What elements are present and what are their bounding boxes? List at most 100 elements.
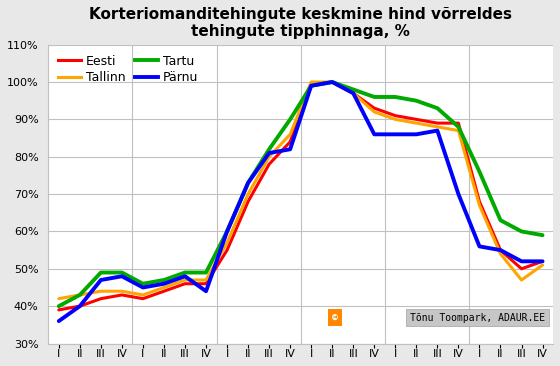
Tartu — [181, 270, 188, 275]
Tartu — [413, 98, 419, 103]
Eesti — [329, 80, 335, 84]
Tartu — [392, 95, 399, 99]
Eesti — [455, 121, 462, 125]
Tallinn — [77, 293, 83, 297]
Pärnu — [287, 147, 293, 152]
Tallinn — [434, 125, 441, 129]
Tartu — [97, 270, 104, 275]
Tartu — [350, 87, 357, 92]
Tartu — [139, 281, 146, 286]
Pärnu — [539, 259, 546, 264]
Tallinn — [329, 80, 335, 84]
Eesti — [413, 117, 419, 122]
Pärnu — [434, 128, 441, 133]
Pärnu — [308, 83, 315, 88]
Tartu — [55, 304, 62, 308]
Pärnu — [139, 285, 146, 290]
Eesti — [350, 91, 357, 96]
Tallinn — [287, 132, 293, 137]
Eesti — [245, 199, 251, 204]
Eesti — [497, 248, 504, 252]
Tallinn — [497, 252, 504, 256]
Pärnu — [518, 259, 525, 264]
Tallinn — [308, 80, 315, 84]
Pärnu — [266, 151, 273, 155]
Pärnu — [497, 248, 504, 252]
Pärnu — [455, 192, 462, 196]
Pärnu — [161, 281, 167, 286]
Legend: Eesti, Tallinn, Tartu, Pärnu: Eesti, Tallinn, Tartu, Pärnu — [54, 51, 202, 88]
Tartu — [518, 229, 525, 234]
Pärnu — [476, 244, 483, 249]
Tartu — [77, 293, 83, 297]
Line: Pärnu: Pärnu — [59, 82, 543, 321]
Tallinn — [539, 263, 546, 267]
Eesti — [539, 259, 546, 264]
Tartu — [476, 169, 483, 174]
Tallinn — [245, 192, 251, 196]
Tallinn — [518, 278, 525, 282]
Tartu — [203, 270, 209, 275]
Pärnu — [77, 304, 83, 308]
Pärnu — [223, 229, 230, 234]
Tartu — [308, 83, 315, 88]
Tartu — [434, 106, 441, 111]
Title: Korteriomanditehingute keskmine hind võrreldes
tehingute tipphinnaga, %: Korteriomanditehingute keskmine hind võr… — [89, 7, 512, 39]
Pärnu — [350, 91, 357, 96]
Eesti — [308, 83, 315, 88]
Tartu — [119, 270, 125, 275]
Tallinn — [119, 289, 125, 294]
Tallinn — [392, 117, 399, 122]
Pärnu — [119, 274, 125, 279]
Eesti — [476, 199, 483, 204]
Eesti — [55, 308, 62, 312]
Pärnu — [329, 80, 335, 84]
Eesti — [518, 266, 525, 271]
Tartu — [497, 218, 504, 223]
Tallinn — [371, 110, 377, 114]
Tartu — [223, 229, 230, 234]
Tallinn — [203, 278, 209, 282]
Tallinn — [266, 154, 273, 159]
Pärnu — [181, 274, 188, 279]
Eesti — [287, 139, 293, 144]
Line: Tartu: Tartu — [59, 82, 543, 306]
Tartu — [287, 117, 293, 122]
Pärnu — [371, 132, 377, 137]
Eesti — [223, 248, 230, 252]
Pärnu — [245, 181, 251, 185]
Eesti — [181, 281, 188, 286]
Pärnu — [203, 289, 209, 294]
Tartu — [266, 147, 273, 152]
Tartu — [245, 181, 251, 185]
Eesti — [119, 293, 125, 297]
Tallinn — [181, 278, 188, 282]
Eesti — [203, 281, 209, 286]
Eesti — [371, 106, 377, 111]
Tallinn — [413, 121, 419, 125]
Tallinn — [97, 289, 104, 294]
Eesti — [77, 304, 83, 308]
Tallinn — [476, 203, 483, 208]
Eesti — [392, 113, 399, 118]
Eesti — [139, 296, 146, 301]
Eesti — [161, 289, 167, 294]
Tallinn — [161, 285, 167, 290]
Tartu — [329, 80, 335, 84]
Pärnu — [413, 132, 419, 137]
Pärnu — [392, 132, 399, 137]
Tallinn — [55, 296, 62, 301]
Eesti — [97, 296, 104, 301]
Tartu — [455, 125, 462, 129]
Tallinn — [350, 91, 357, 96]
Tartu — [371, 95, 377, 99]
Line: Eesti: Eesti — [59, 82, 543, 310]
Tallinn — [455, 128, 462, 133]
Pärnu — [55, 319, 62, 323]
Eesti — [266, 162, 273, 167]
Tallinn — [139, 293, 146, 297]
Text: Tõnu Toompark, ADAUR.EE: Tõnu Toompark, ADAUR.EE — [410, 313, 545, 322]
Eesti — [434, 121, 441, 125]
Tallinn — [223, 240, 230, 245]
Tartu — [539, 233, 546, 238]
